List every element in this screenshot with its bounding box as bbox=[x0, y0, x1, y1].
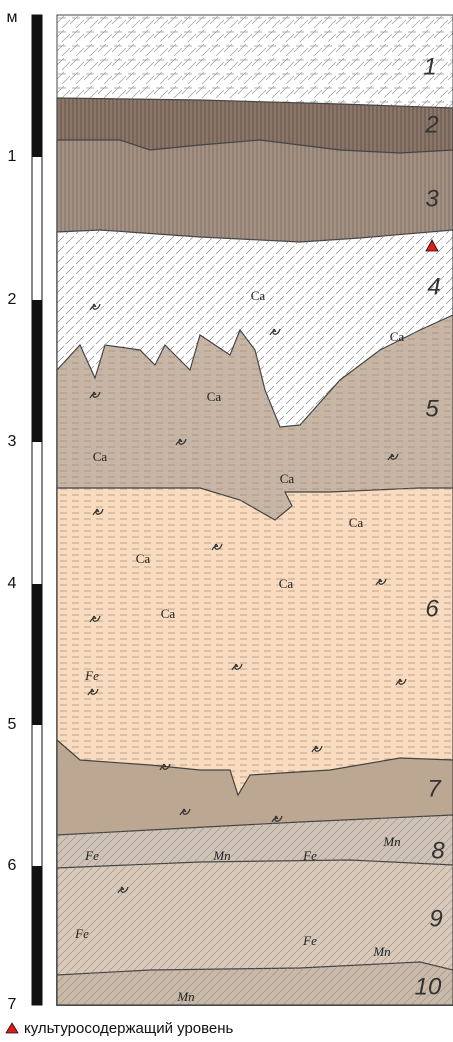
inclusion-label: Ca bbox=[280, 471, 295, 486]
inclusion-label: Mn bbox=[176, 989, 194, 1004]
inclusion-label: Ca bbox=[161, 606, 176, 621]
legend-marker bbox=[6, 1023, 18, 1033]
inclusion-label: Fe bbox=[302, 933, 317, 948]
inclusion-label: Mn bbox=[382, 834, 400, 849]
layer-number: 5 bbox=[425, 395, 439, 422]
inclusion-label: Mn bbox=[212, 848, 230, 863]
layer-number: 4 bbox=[427, 273, 440, 300]
scale-tick: 4 bbox=[8, 575, 17, 592]
inclusion-label: Ca bbox=[136, 551, 151, 566]
inclusion-label: Fe bbox=[302, 848, 317, 863]
layer-number: 10 bbox=[415, 973, 442, 1000]
layer-number: 9 bbox=[429, 905, 442, 932]
scale-tick: 2 bbox=[8, 291, 17, 308]
layer-number: 6 bbox=[425, 595, 439, 622]
inclusion-label: Fe bbox=[84, 848, 99, 863]
soil-profile: м 1 2 3 4 5 6 7 1 2 3 4 5 6 7 8 9 10 Ca … bbox=[0, 0, 453, 1042]
scale-unit: м bbox=[7, 9, 18, 26]
layer-number: 3 bbox=[425, 185, 439, 212]
inclusion-label: Ca bbox=[349, 515, 364, 530]
inclusion-label: Mn bbox=[372, 944, 390, 959]
inclusion-label: Ca bbox=[93, 449, 108, 464]
inclusion-label: Ca bbox=[279, 576, 294, 591]
scale-tick: 5 bbox=[8, 716, 17, 733]
layers bbox=[57, 15, 453, 1005]
inclusion-label: Ca bbox=[207, 389, 222, 404]
layer-number: 8 bbox=[431, 837, 445, 864]
scale-tick: 6 bbox=[8, 857, 17, 874]
layer-number: 2 bbox=[424, 111, 438, 138]
scale-bar bbox=[32, 15, 42, 1005]
scale-tick: 7 bbox=[8, 996, 17, 1013]
layer-number: 7 bbox=[427, 775, 442, 802]
inclusion-label: Fe bbox=[84, 668, 99, 683]
legend-label: культуросодержащий уровень bbox=[24, 1020, 234, 1037]
scale-tick: 3 bbox=[8, 433, 17, 450]
inclusion-label: Ca bbox=[251, 288, 266, 303]
layer-number: 1 bbox=[423, 53, 436, 80]
inclusion-label: Fe bbox=[74, 926, 89, 941]
scale-tick: 1 bbox=[8, 148, 17, 165]
inclusion-label: Ca bbox=[390, 329, 405, 344]
